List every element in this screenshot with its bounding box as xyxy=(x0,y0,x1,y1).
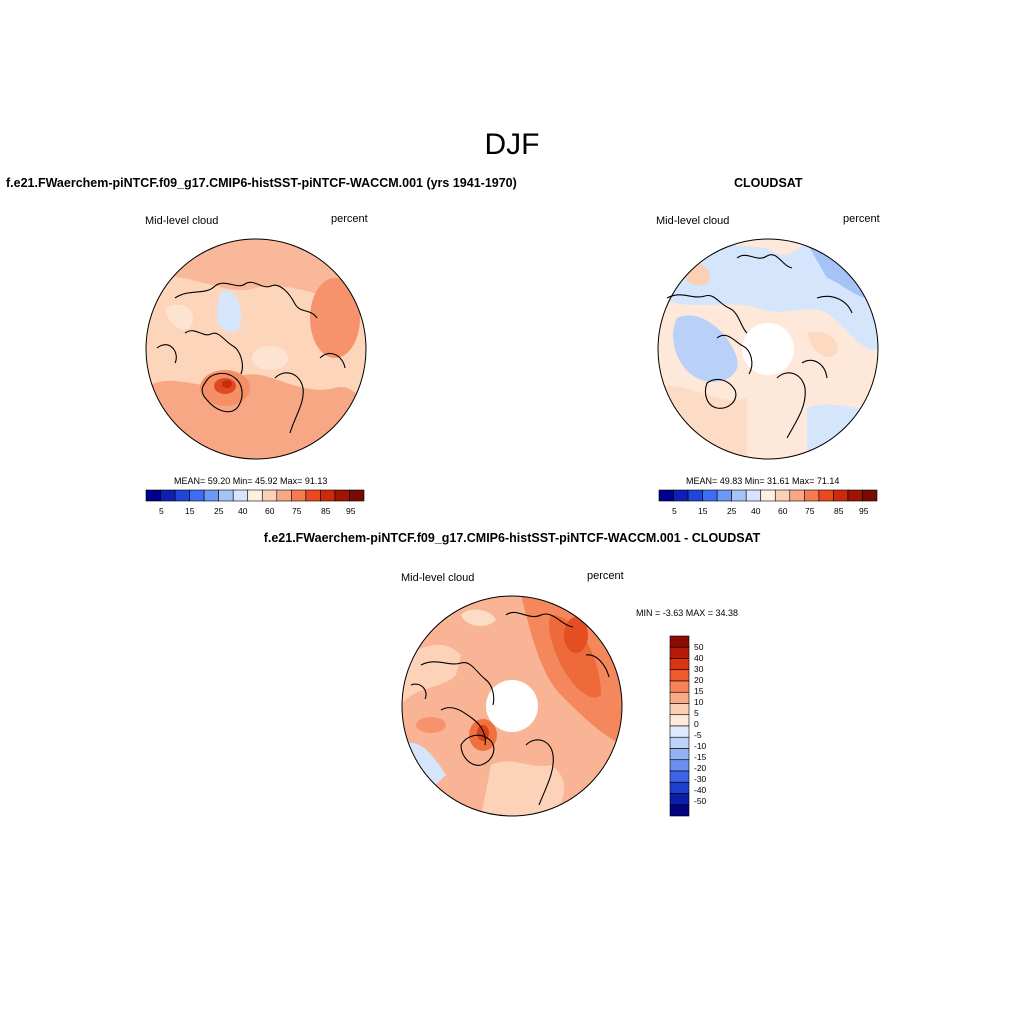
colorbar-swatch xyxy=(669,703,690,716)
colorbar-tick: 60 xyxy=(265,506,275,516)
colorbar-tick: 20 xyxy=(694,675,704,685)
diff-units-label: percent xyxy=(587,570,624,582)
colorbar-swatch xyxy=(349,489,365,502)
model-polar-map xyxy=(145,238,367,460)
model-case-title: f.e21.FWaerchem-piNTCF.f09_g17.CMIP6-his… xyxy=(6,176,517,190)
colorbar-swatch xyxy=(658,489,674,502)
colorbar-swatch xyxy=(203,489,219,502)
colorbar-swatch xyxy=(669,714,690,727)
colorbar-tick: 25 xyxy=(214,506,224,516)
colorbar-tick: 60 xyxy=(778,506,788,516)
obs-colorbar xyxy=(658,489,878,502)
colorbar-swatch xyxy=(716,489,732,502)
colorbar-swatch xyxy=(669,781,690,794)
colorbar-tick: -10 xyxy=(694,741,707,751)
colorbar-swatch xyxy=(174,489,190,502)
colorbar-tick: 5 xyxy=(694,708,699,718)
colorbar-swatch xyxy=(247,489,263,502)
colorbar-swatch xyxy=(669,646,690,659)
colorbar-swatch xyxy=(305,489,321,502)
colorbar-swatch xyxy=(804,489,820,502)
model-units-label: percent xyxy=(331,213,368,225)
colorbar-swatch xyxy=(669,669,690,682)
colorbar-tick: 15 xyxy=(698,506,708,516)
colorbar-tick: 75 xyxy=(805,506,815,516)
colorbar-tick: 5 xyxy=(672,506,677,516)
colorbar-tick: -15 xyxy=(694,752,707,762)
model-colorbar xyxy=(145,489,365,502)
colorbar-tick: 5 xyxy=(159,506,164,516)
colorbar-swatch xyxy=(833,489,849,502)
colorbar-tick: -30 xyxy=(694,774,707,784)
colorbar-swatch xyxy=(760,489,776,502)
colorbar-swatch xyxy=(862,489,878,502)
colorbar-swatch xyxy=(232,489,249,502)
colorbar-swatch xyxy=(160,489,176,502)
colorbar-tick: 30 xyxy=(694,664,704,674)
colorbar-tick: -5 xyxy=(694,730,702,740)
diff-stats: MIN = -3.63 MAX = 34.38 xyxy=(636,608,739,618)
colorbar-tick: 40 xyxy=(238,506,248,516)
colorbar-swatch xyxy=(818,489,834,502)
obs-variable-label: Mid-level cloud xyxy=(656,215,730,227)
colorbar-tick: 15 xyxy=(694,686,704,696)
colorbar-swatch xyxy=(145,489,161,502)
colorbar-swatch xyxy=(673,489,689,502)
colorbar-swatch xyxy=(669,658,690,671)
diff-colorbar-ticks: 50 40 30 20 15 10 5 0 -5 -10 -15 -20 -30… xyxy=(694,636,734,816)
colorbar-tick: 95 xyxy=(346,506,356,516)
colorbar-swatch xyxy=(745,489,762,502)
colorbar-tick: 50 xyxy=(694,642,704,652)
diff-colorbar xyxy=(669,635,690,817)
obs-units-label: percent xyxy=(843,213,880,225)
colorbar-swatch xyxy=(334,489,350,502)
colorbar-swatch xyxy=(847,489,863,502)
colorbar-swatch xyxy=(702,489,718,502)
colorbar-tick: 95 xyxy=(859,506,869,516)
model-colorbar-ticks: 5 15 25 40 60 75 85 95 xyxy=(146,506,364,518)
colorbar-swatch xyxy=(774,489,791,502)
colorbar-swatch xyxy=(669,691,690,704)
obs-case-title: CLOUDSAT xyxy=(734,176,803,190)
colorbar-swatch xyxy=(669,804,690,817)
colorbar-tick: 15 xyxy=(185,506,195,516)
colorbar-tick: -50 xyxy=(694,796,707,806)
diff-polar-map xyxy=(401,595,623,817)
colorbar-swatch xyxy=(291,489,307,502)
diff-variable-label: Mid-level cloud xyxy=(401,572,475,584)
obs-stats: MEAN= 49.83 Min= 31.61 Max= 71.14 xyxy=(686,476,840,486)
colorbar-swatch xyxy=(276,489,292,502)
colorbar-tick: -20 xyxy=(694,763,707,773)
diff-case-title: f.e21.FWaerchem-piNTCF.f09_g17.CMIP6-his… xyxy=(263,531,761,545)
colorbar-swatch xyxy=(320,489,336,502)
colorbar-tick: 40 xyxy=(751,506,761,516)
colorbar-swatch xyxy=(669,748,690,761)
colorbar-swatch xyxy=(731,489,747,502)
colorbar-swatch xyxy=(189,489,205,502)
colorbar-tick: 85 xyxy=(321,506,331,516)
colorbar-tick: 40 xyxy=(694,653,704,663)
colorbar-swatch xyxy=(789,489,805,502)
colorbar-swatch xyxy=(261,489,278,502)
colorbar-swatch xyxy=(669,635,690,648)
colorbar-tick: 75 xyxy=(292,506,302,516)
obs-polar-map xyxy=(657,238,879,460)
colorbar-swatch xyxy=(687,489,703,502)
obs-colorbar-ticks: 5 15 25 40 60 75 85 95 xyxy=(659,506,877,518)
colorbar-tick: 85 xyxy=(834,506,844,516)
colorbar-tick: 25 xyxy=(727,506,737,516)
colorbar-tick: 10 xyxy=(694,697,704,707)
colorbar-swatch xyxy=(218,489,234,502)
colorbar-swatch xyxy=(669,770,690,783)
colorbar-swatch xyxy=(669,680,690,693)
model-variable-label: Mid-level cloud xyxy=(145,215,219,227)
colorbar-tick: -40 xyxy=(694,785,707,795)
colorbar-swatch xyxy=(669,725,690,738)
colorbar-swatch xyxy=(669,759,690,772)
figure-title: DJF xyxy=(484,128,540,161)
model-stats: MEAN= 59.20 Min= 45.92 Max= 91.13 xyxy=(174,476,328,486)
colorbar-tick: 0 xyxy=(694,719,699,729)
colorbar-swatch xyxy=(669,736,690,749)
colorbar-swatch xyxy=(669,793,690,806)
